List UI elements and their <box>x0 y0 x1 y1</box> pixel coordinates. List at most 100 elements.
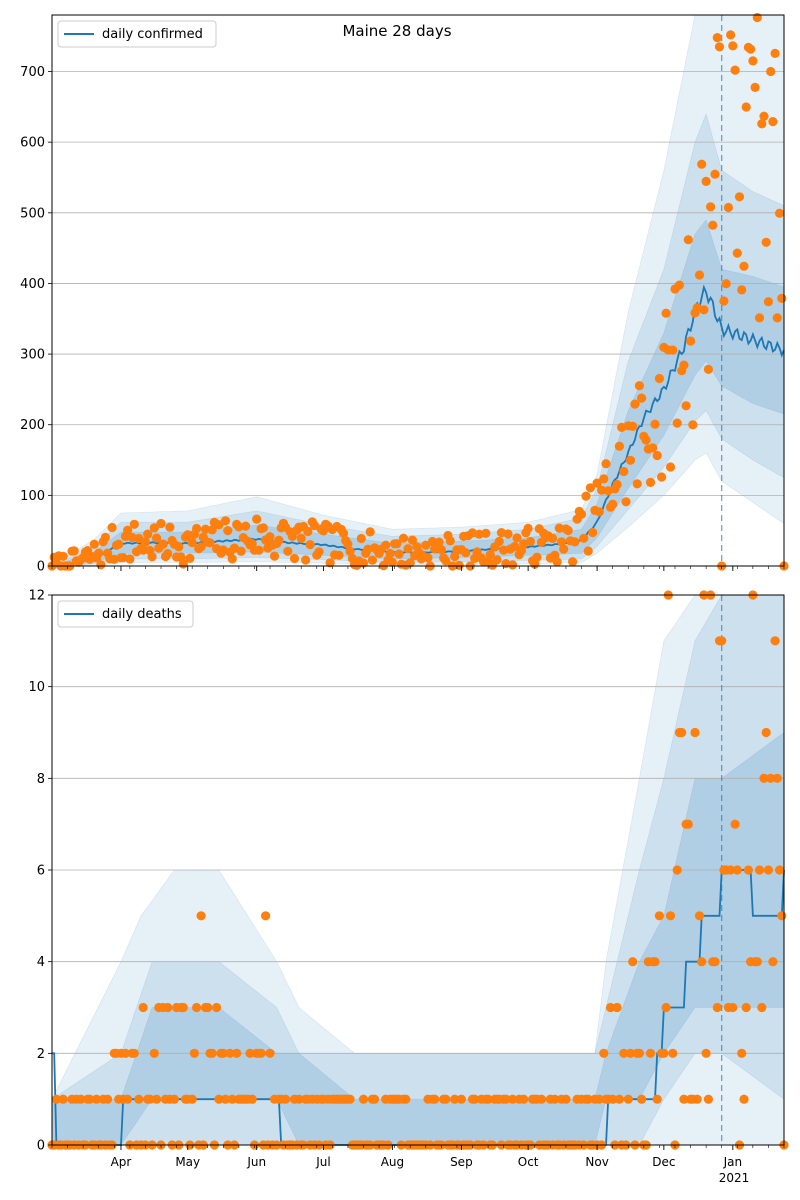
observed-point <box>338 528 349 538</box>
observed-point <box>252 514 262 524</box>
observed-point <box>247 1094 257 1104</box>
observed-point <box>683 235 693 245</box>
observed-point <box>227 1094 237 1104</box>
observed-point <box>708 220 718 230</box>
observed-point <box>550 1094 560 1104</box>
observed-point <box>492 555 502 565</box>
observed-point <box>637 1094 647 1104</box>
observed-point <box>668 1048 678 1058</box>
observed-point <box>403 544 413 554</box>
observed-point <box>76 1094 86 1104</box>
observed-point <box>91 1094 102 1104</box>
observed-point <box>645 477 656 487</box>
observed-point <box>401 1094 411 1104</box>
observed-point <box>583 546 593 556</box>
observed-point <box>207 1048 217 1058</box>
observed-point <box>51 1094 62 1104</box>
observed-point <box>187 1094 197 1104</box>
observed-point <box>652 1094 662 1104</box>
observed-point <box>129 519 139 529</box>
observed-point <box>712 33 722 43</box>
observed-point <box>234 522 244 532</box>
observed-point <box>634 1048 645 1058</box>
observed-point <box>145 1094 155 1104</box>
observed-point <box>147 552 157 562</box>
x-month-label: Apr <box>111 1155 132 1169</box>
observed-point <box>741 102 751 112</box>
y-tick-label: 300 <box>20 348 45 363</box>
observed-point <box>254 545 264 555</box>
observed-point <box>430 1094 440 1104</box>
y-tick-label: 4 <box>37 955 45 970</box>
observed-point <box>672 418 682 428</box>
observed-point <box>763 865 774 875</box>
observed-point <box>183 530 193 540</box>
legend-label-deaths: daily deaths <box>102 607 182 622</box>
observed-point <box>625 1048 636 1058</box>
x-month-label: Jul <box>315 1155 330 1169</box>
observed-point <box>754 313 765 323</box>
observed-point <box>519 1094 529 1104</box>
observed-point <box>548 533 558 544</box>
observed-point <box>757 1002 767 1013</box>
observed-point <box>726 30 736 40</box>
observed-point <box>599 1048 609 1058</box>
observed-point <box>434 537 444 547</box>
observed-point <box>200 524 211 534</box>
observed-point <box>474 529 484 539</box>
observed-point <box>659 1048 669 1058</box>
observed-point <box>730 65 740 75</box>
y-tick-label: 400 <box>20 277 45 292</box>
observed-point <box>697 159 707 169</box>
observed-point <box>619 1048 629 1058</box>
confirmed-y-axis: 0 100 200 300 400 500 600 700 <box>20 65 52 575</box>
observed-point <box>746 44 756 54</box>
observed-point <box>777 911 787 921</box>
observed-point <box>421 540 431 550</box>
observed-point <box>129 1048 139 1058</box>
observed-point <box>686 336 696 346</box>
observed-point <box>220 1094 231 1104</box>
observed-point <box>94 548 104 558</box>
y-tick-label: 2 <box>37 1047 45 1062</box>
observed-point <box>256 1048 266 1058</box>
observed-point <box>625 455 636 465</box>
observed-point <box>501 1094 511 1104</box>
observed-point <box>728 1002 738 1013</box>
observed-point <box>737 1048 747 1058</box>
observed-point <box>674 280 685 290</box>
observed-point <box>594 507 604 517</box>
x-month-label: Sep <box>450 1155 473 1169</box>
observed-point <box>694 270 705 280</box>
x-month-label: Jun <box>246 1155 266 1169</box>
observed-point <box>58 1094 68 1104</box>
observed-point <box>612 479 622 490</box>
observed-point <box>178 1002 188 1013</box>
observed-point <box>581 491 591 501</box>
observed-point <box>149 523 159 533</box>
observed-point <box>648 443 658 453</box>
observed-point <box>672 865 682 875</box>
observed-point <box>461 548 471 558</box>
observed-point <box>703 364 714 374</box>
y-tick-label: 200 <box>20 418 45 433</box>
observed-point <box>579 533 589 543</box>
observed-point <box>185 553 195 564</box>
y-tick-label: 500 <box>20 206 45 221</box>
observed-point <box>717 636 727 646</box>
observed-point <box>701 176 711 186</box>
observed-point <box>169 1094 179 1104</box>
observed-point <box>207 525 217 535</box>
observed-point <box>597 485 607 495</box>
y-tick-label: 6 <box>37 864 45 879</box>
confirmed-chart-panel: 0 100 200 300 400 500 600 700 Maine 28 days dai… <box>20 12 789 575</box>
legend-label-confirmed: daily confirmed <box>102 27 203 42</box>
observed-point <box>750 82 760 92</box>
observed-point <box>614 441 625 451</box>
observed-point <box>470 1094 480 1104</box>
observed-point <box>752 957 762 967</box>
observed-point <box>770 636 780 646</box>
observed-point <box>645 1048 656 1058</box>
observed-point <box>608 499 618 509</box>
observed-point <box>563 525 573 536</box>
